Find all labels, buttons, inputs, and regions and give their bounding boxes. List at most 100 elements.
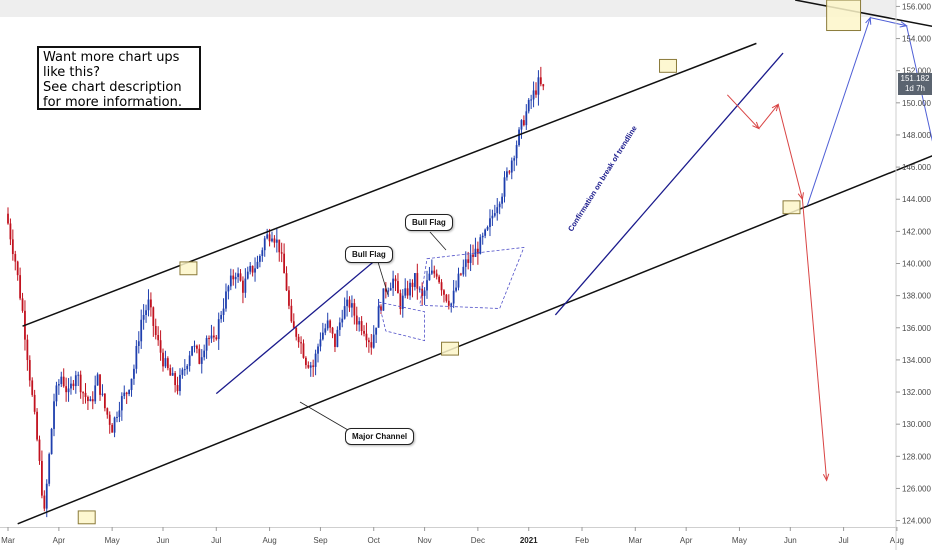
candle-body [292, 321, 295, 328]
candle-body [57, 384, 60, 386]
candle-body [353, 303, 356, 316]
forecast-blue-arrowhead [899, 21, 908, 28]
candle-body [70, 383, 72, 389]
candle-body [205, 338, 208, 351]
candle-body [33, 394, 36, 412]
candle-body [508, 171, 511, 173]
candle-body [486, 227, 489, 230]
candle-body [503, 177, 506, 197]
x-tick-label: Mar [628, 536, 642, 545]
candle-body [404, 288, 407, 296]
candle-body [53, 401, 55, 429]
candle-body [363, 330, 365, 334]
candle-body [462, 266, 465, 275]
candle-body [91, 399, 94, 402]
candle-body [348, 299, 351, 308]
candle-body [387, 290, 390, 292]
channel-line-lower [17, 155, 932, 525]
candle-body [443, 290, 445, 295]
x-tick-label: Dec [471, 536, 485, 545]
bull-flag-outline-1 [378, 301, 425, 342]
candle-body [140, 319, 143, 342]
candle-body [464, 259, 467, 267]
candle-body [527, 99, 530, 112]
candle-body [217, 319, 220, 340]
candle-body [103, 393, 106, 409]
y-tick-label: 130.000 [902, 420, 931, 429]
candle-body [123, 392, 126, 397]
candle-body [191, 346, 193, 356]
candle-body [382, 288, 385, 311]
candle-body [355, 315, 358, 325]
candle-body [65, 386, 68, 393]
info-line-4: for more information. [43, 95, 182, 110]
candle-body [397, 281, 399, 294]
candle-body [200, 357, 203, 364]
candle-body [445, 294, 448, 301]
candle-body [498, 203, 501, 208]
x-tick-label: Apr [53, 536, 66, 545]
candle-body [271, 238, 273, 242]
candle-body [62, 376, 65, 387]
y-tick-label: 126.000 [902, 484, 931, 493]
candle-body [179, 374, 181, 392]
x-tick-label: Nov [417, 536, 431, 545]
candle-body [176, 385, 179, 392]
candle-body [232, 275, 235, 280]
candle-body [137, 341, 140, 346]
candle-body [31, 380, 34, 395]
candle-body [522, 120, 525, 126]
x-tick-label: May [732, 536, 747, 545]
candle-body [367, 340, 370, 343]
y-tick-label: 156.000 [902, 2, 931, 11]
major-channel-pointer [299, 401, 349, 431]
candle-body [457, 273, 460, 288]
candle-body [472, 254, 474, 257]
candle-body [72, 383, 75, 387]
candle-body [336, 329, 339, 347]
candle-body [94, 385, 97, 402]
candle-body [372, 334, 375, 348]
candle-body [74, 375, 77, 387]
candle-body [229, 275, 232, 287]
candle-body [535, 90, 537, 95]
candle-body [401, 295, 404, 310]
candle-body [334, 333, 336, 347]
candle-body [36, 411, 38, 440]
y-tick-label: 138.000 [902, 292, 931, 301]
candle-body [133, 368, 135, 379]
candle-body [411, 282, 414, 287]
candle-body [317, 346, 319, 354]
candle-body [242, 280, 244, 293]
candle-body [302, 343, 305, 358]
candle-body [377, 306, 380, 328]
candle-body [239, 273, 242, 281]
candle-body [469, 254, 472, 263]
x-tick-label: 2021 [520, 536, 538, 545]
candle-body [418, 288, 421, 290]
candle-body [162, 352, 164, 367]
candles [7, 66, 545, 518]
candle-body [48, 454, 51, 484]
candle-body [43, 495, 46, 509]
y-tick-label: 132.000 [902, 388, 931, 397]
y-tick-label: 144.000 [902, 195, 931, 204]
candle-body [409, 282, 411, 296]
candle-body [501, 196, 503, 204]
candle-body [188, 355, 191, 366]
candle-body [225, 291, 227, 309]
candle-body [99, 374, 101, 395]
candle-body [212, 335, 215, 338]
candle-body [525, 111, 528, 126]
candle-body [346, 299, 348, 307]
candle-body [440, 282, 443, 291]
candle-body [215, 337, 218, 340]
candle-body [489, 218, 491, 228]
info-box: Want more chart ups like this? See chart… [37, 46, 201, 110]
candle-body [101, 393, 104, 395]
candle-body [227, 286, 230, 292]
candle-body [130, 378, 133, 391]
candle-body [438, 276, 441, 283]
candle-body [77, 374, 80, 376]
